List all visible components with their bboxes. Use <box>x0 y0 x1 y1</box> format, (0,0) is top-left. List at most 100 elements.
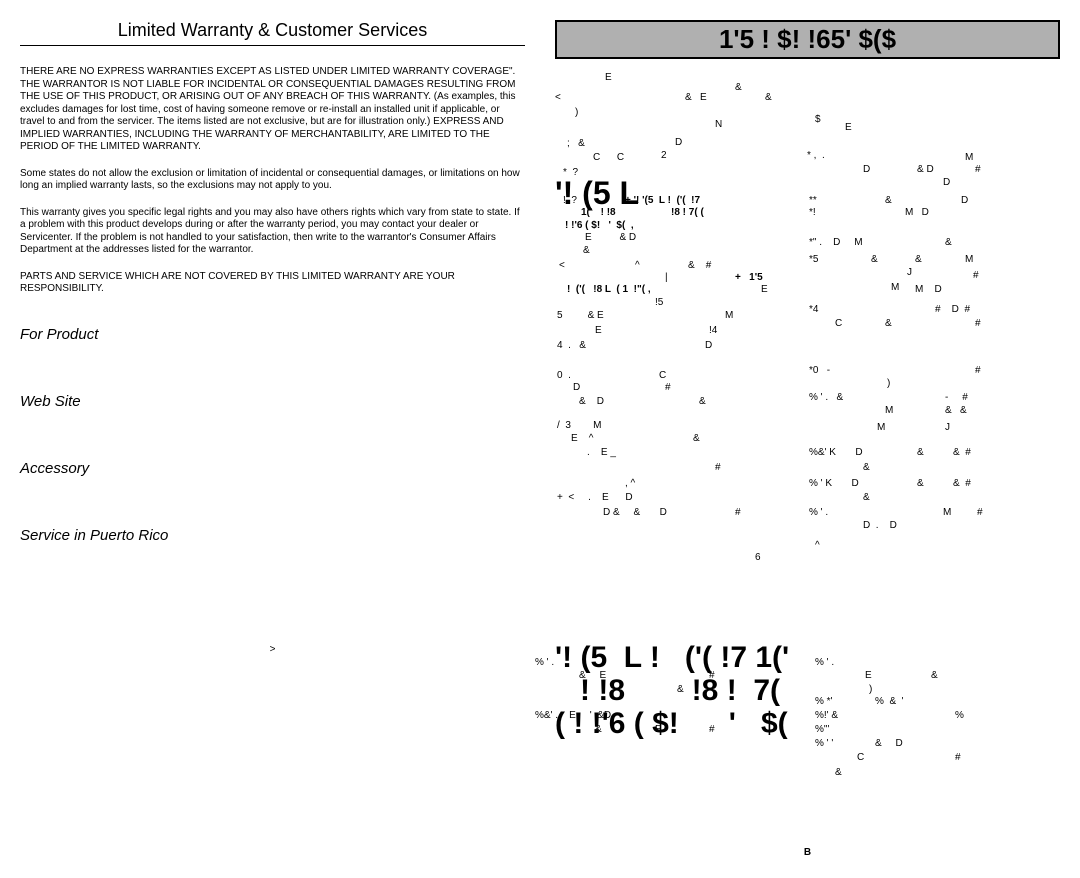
glyph: # <box>735 507 741 518</box>
glyph: M <box>891 282 899 293</box>
glyph: D <box>863 164 870 175</box>
glyph: # D # <box>935 304 970 315</box>
glyph: < <box>555 92 561 103</box>
glyph: 0 . <box>557 370 571 381</box>
left-column: Limited Warranty & Customer Services THE… <box>20 20 525 858</box>
glyph: *! <box>809 207 816 218</box>
glyph: % ' . <box>815 657 834 668</box>
glyph: & # <box>953 447 971 458</box>
glyph: % ' . & <box>809 392 843 403</box>
glyph: !5 <box>655 297 663 308</box>
glyph: !8 ! 7( ( <box>671 207 704 218</box>
warranty-para-3: This warranty gives you specific legal r… <box>20 207 525 257</box>
glyph: . E _ <box>587 447 616 458</box>
glyph: ; & <box>567 138 585 149</box>
glyph: M <box>877 422 885 433</box>
glyph: M <box>943 507 951 518</box>
glyph: % ' K D <box>809 478 859 489</box>
glyph: %&' K D <box>809 447 863 458</box>
glyph: & <box>885 318 892 329</box>
glyph: M <box>885 405 893 416</box>
glyph: & <box>583 245 590 256</box>
glyph: # <box>975 164 981 175</box>
glyph: ! !'6 ( $! ' $( , <box>565 220 634 231</box>
label-accessory: Accessory <box>20 460 525 477</box>
glyph: + 1'5 <box>735 272 763 283</box>
glyph: # <box>977 507 983 518</box>
glyph: D . D <box>863 520 897 531</box>
glyph: E <box>605 72 612 83</box>
glyph: % & ' <box>875 696 904 707</box>
glyph: & <box>885 195 892 206</box>
glyph: & <box>945 237 952 248</box>
glyph: E <box>865 670 872 681</box>
glyph: % ' . <box>809 507 828 518</box>
glyph: # <box>975 318 981 329</box>
glyph: + < . E D <box>557 492 633 503</box>
glyph: C C <box>593 152 624 163</box>
glyph: & <box>863 462 870 473</box>
glyph: * , . <box>807 150 825 161</box>
glyph: D <box>705 340 712 351</box>
glyph: E <box>845 122 852 133</box>
glyph: & & <box>945 405 967 416</box>
glyph: ! ('( !8 L ( 1 !"( , <box>567 284 651 295</box>
glyph: D & & D <box>603 507 667 518</box>
glyph: J <box>907 267 912 278</box>
glyph: # <box>955 752 961 763</box>
glyph: C <box>857 752 864 763</box>
glyph: & <box>917 447 924 458</box>
glyph: %!' & <box>815 710 838 721</box>
glyph: ) <box>575 107 578 118</box>
glyph: J <box>945 422 950 433</box>
glyph: # <box>973 270 979 281</box>
glyph: & D <box>917 164 934 175</box>
glyph: # <box>665 382 671 393</box>
glyph: , ^ <box>625 478 635 489</box>
right-body: E&<& E&)N$E; &DC C2* , .M* ?D& D#D! ?+ '… <box>555 77 1060 837</box>
glyph: *4 <box>809 304 818 315</box>
glyph: ) <box>887 378 890 389</box>
glyph: *5 <box>809 254 818 265</box>
right-large-heading-1: '! (5 L <box>555 176 639 211</box>
label-for-product: For Product <box>20 326 525 343</box>
glyph: *0 - <box>809 365 830 376</box>
glyph: E <box>761 284 768 295</box>
label-puerto-rico: Service in Puerto Rico <box>20 527 525 544</box>
glyph: & <box>931 670 938 681</box>
glyph: ^ <box>635 260 640 271</box>
glyph: & # <box>953 478 971 489</box>
glyph: C <box>659 370 666 381</box>
glyph: & <box>699 396 706 407</box>
document-page: Limited Warranty & Customer Services THE… <box>20 20 1060 858</box>
glyph: - # <box>945 392 968 403</box>
glyph: % *' <box>815 696 832 707</box>
left-header: Limited Warranty & Customer Services <box>20 20 525 46</box>
glyph: 4 . & <box>557 340 586 351</box>
glyph: $ <box>815 114 821 125</box>
glyph: M D <box>905 207 929 218</box>
warranty-para-2: Some states do not allow the exclusion o… <box>20 168 525 193</box>
right-page-marker: B <box>555 847 1060 858</box>
glyph: % <box>955 710 964 721</box>
label-website: Web Site <box>20 393 525 410</box>
glyph: *" . D M <box>809 237 863 248</box>
glyph: & <box>863 492 870 503</box>
right-large2-line1: '! (5 L ! ('( !7 1(' <box>555 641 789 674</box>
glyph: # <box>715 462 721 473</box>
glyph: C <box>835 318 842 329</box>
glyph: & D <box>875 738 903 749</box>
glyph: # <box>975 365 981 376</box>
glyph: !4 <box>709 325 717 336</box>
glyph: & # <box>688 260 711 271</box>
right-header: 1'5 ! $! !65' $($ <box>555 20 1060 59</box>
glyph: 5 & E <box>557 310 604 321</box>
glyph: & <box>917 478 924 489</box>
glyph: < <box>559 260 565 271</box>
glyph: & <box>835 767 842 778</box>
right-large2-line3: ( ! !'6 ( $! ' $( <box>555 707 789 740</box>
glyph: % ' . <box>535 657 554 668</box>
glyph: D <box>573 382 580 393</box>
glyph: ^ <box>815 540 820 551</box>
glyph: 6 <box>755 552 761 563</box>
